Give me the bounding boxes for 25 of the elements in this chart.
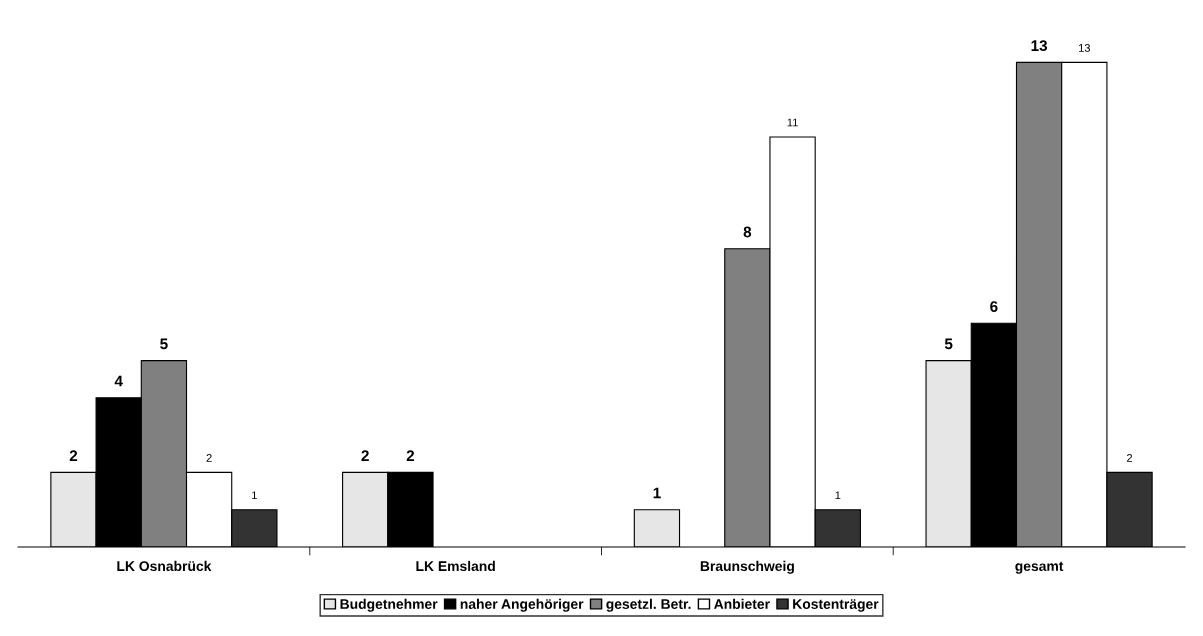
data-label: 1 [835, 491, 841, 500]
data-label: 2 [206, 454, 212, 462]
data-label: 5 [944, 338, 953, 350]
data-label: 1 [653, 487, 661, 499]
data-label: 13 [1078, 43, 1090, 52]
legend-label: gesetzl. Betr. [606, 598, 691, 612]
data-label: 6 [990, 301, 998, 312]
legend-label: naher Angehöriger [460, 598, 584, 612]
data-label: 2 [1127, 454, 1133, 462]
x-tick-label: LK Osnabrück [117, 560, 212, 572]
data-label: 8 [743, 226, 752, 238]
data-label: 2 [406, 450, 415, 461]
x-tick-label: gesamt [1015, 561, 1064, 574]
x-tick-label: Braunschweig [700, 560, 794, 574]
data-label: 2 [69, 450, 78, 461]
data-label: 5 [160, 338, 168, 350]
data-label: 4 [114, 375, 123, 387]
data-label: 11 [787, 118, 798, 127]
x-tick-label: LK Emsland [416, 560, 495, 572]
legend-label: Anbieter [714, 598, 770, 609]
data-label: 2 [361, 450, 369, 461]
data-label: 1 [252, 491, 257, 500]
legend-label: Kostenträger [793, 599, 879, 612]
data-label: 13 [1031, 40, 1048, 52]
legend-label: Budgetnehmer [340, 598, 438, 612]
